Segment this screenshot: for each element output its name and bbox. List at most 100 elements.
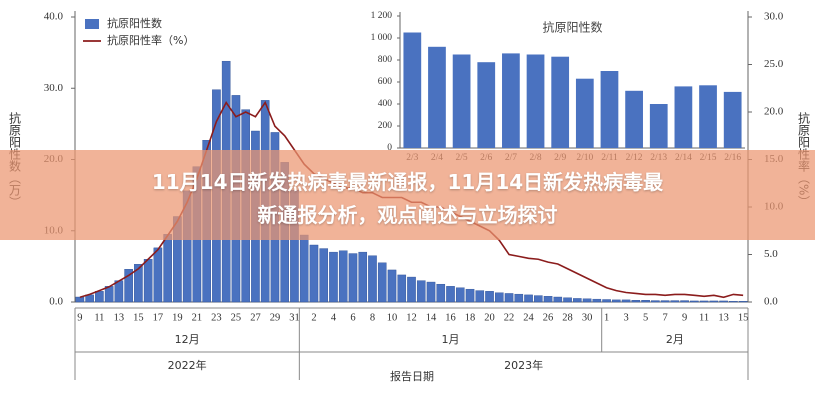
inset-bar — [403, 32, 422, 148]
inset-bar — [526, 54, 545, 148]
bar — [602, 299, 611, 303]
bar — [514, 293, 524, 303]
bar — [143, 259, 153, 303]
bar — [485, 291, 494, 303]
x-tick-label: 31 — [289, 312, 300, 323]
inset-bar — [625, 90, 643, 148]
bar — [465, 288, 475, 303]
bar — [592, 298, 602, 303]
inset-bar — [674, 86, 693, 148]
overlay-title: 11月14日新发热病毒最新通报，11月14日新发热病毒最新通报分析，观点阐述与立… — [151, 170, 664, 227]
bar — [612, 299, 621, 303]
bar — [660, 300, 670, 303]
x-tick-label: 13 — [718, 312, 729, 323]
x-tick-label: 17 — [153, 312, 164, 323]
x-tick-label: 18 — [465, 312, 476, 323]
x-tick-label: 11 — [94, 312, 104, 323]
inset-bar — [551, 56, 570, 149]
legend-label: 抗原阳性数 — [107, 16, 162, 30]
month-label: 12月 — [175, 333, 200, 346]
bar — [163, 234, 172, 303]
bar — [543, 296, 553, 303]
bar — [446, 286, 455, 303]
bar — [416, 280, 426, 303]
inset-bar — [723, 91, 742, 148]
x-tick-label: 15 — [133, 312, 144, 323]
bar — [719, 300, 728, 303]
bar — [729, 301, 738, 303]
x-tick-label: 4 — [331, 312, 337, 323]
bar — [534, 295, 543, 303]
bar — [709, 300, 719, 303]
inset-bar — [575, 78, 594, 148]
bar — [621, 299, 631, 303]
inset-y-tick-label: 400 — [378, 99, 393, 109]
inset-bar — [428, 46, 446, 148]
x-tick-label: 19 — [172, 312, 183, 323]
inset-y-tick-label: 1 200 — [371, 11, 393, 21]
x-tick-label: 25 — [231, 312, 242, 323]
bar — [95, 291, 104, 303]
bar — [397, 274, 407, 303]
x-tick-label: 6 — [350, 312, 355, 323]
year-label: 2022年 — [168, 358, 207, 372]
bar — [738, 301, 748, 303]
bar — [524, 294, 533, 303]
inset-y-tick-label: 200 — [378, 121, 393, 131]
y2-tick-label: 30.0 — [764, 11, 784, 23]
x-tick-label: 16 — [445, 312, 456, 323]
x-axis-label: 报告日期 — [390, 369, 434, 383]
month-label: 2月 — [666, 333, 684, 346]
x-tick-label: 15 — [738, 312, 749, 323]
x-tick-label: 5 — [643, 312, 648, 323]
x-tick-label: 21 — [192, 312, 203, 323]
bar — [114, 280, 124, 303]
bar — [651, 300, 660, 303]
inset-bar — [452, 54, 471, 148]
inset-bar — [699, 85, 717, 148]
x-tick-label: 11 — [699, 312, 709, 323]
inset-title: 抗原阳性数 — [542, 20, 602, 35]
y-tick-label: 40.0 — [44, 11, 64, 23]
bar — [631, 300, 641, 303]
x-tick-label: 23 — [211, 312, 222, 323]
bar — [348, 253, 358, 303]
bar — [368, 255, 377, 303]
y2-tick-label: 0.0 — [764, 296, 778, 308]
bar — [641, 300, 650, 303]
banner — [0, 150, 815, 240]
x-tick-label: 10 — [387, 312, 398, 323]
inset-bar — [600, 71, 619, 148]
bar — [134, 264, 143, 303]
bar — [436, 283, 446, 303]
bar — [504, 293, 514, 303]
inset-y-tick-label: 0 — [387, 143, 392, 153]
bar — [377, 262, 387, 303]
bar — [573, 298, 582, 303]
x-tick-label: 30 — [582, 312, 593, 323]
y2-tick-label: 25.0 — [764, 58, 784, 70]
bar — [426, 281, 436, 303]
x-tick-label: 27 — [250, 312, 261, 323]
legend-label: 抗原阳性率（%） — [107, 33, 194, 47]
x-tick-label: 14 — [426, 312, 437, 323]
x-tick-label: 12 — [406, 312, 417, 323]
bar — [338, 250, 348, 303]
bar — [455, 287, 465, 303]
bar — [582, 298, 592, 303]
x-tick-label: 24 — [523, 312, 534, 323]
legend-swatch — [85, 19, 99, 29]
bar — [699, 300, 709, 303]
inset-y-tick-label: 600 — [378, 77, 393, 87]
x-tick-label: 28 — [562, 312, 573, 323]
bar — [358, 251, 368, 303]
x-tick-label: 1 — [604, 312, 609, 323]
year-label: 2023年 — [504, 358, 543, 372]
inset-y-tick-label: 1 000 — [371, 33, 393, 43]
bar — [475, 290, 485, 303]
x-tick-label: 9 — [682, 312, 687, 323]
inset-bar — [477, 62, 496, 149]
x-tick-label: 29 — [270, 312, 281, 323]
y-tick-label: 30.0 — [44, 82, 64, 94]
